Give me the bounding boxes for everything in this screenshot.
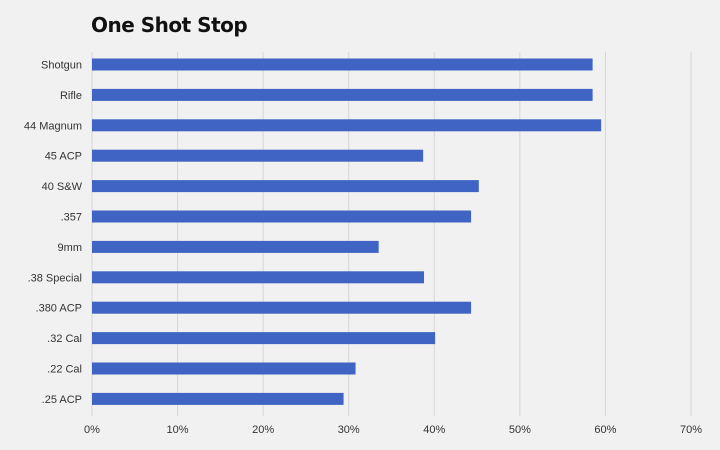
category-label: .25 ACP [42,394,82,406]
grid-lines [91,52,692,416]
x-tick-label: 60% [594,424,616,436]
bar [92,119,602,132]
bar [92,88,593,101]
category-label: .22 Cal [47,364,82,376]
bar [92,271,425,284]
category-label: .38 Special [28,272,82,284]
x-tick-label: 0% [84,424,100,436]
category-label: 40 S&W [42,181,83,193]
category-label: 44 Magnum [24,120,82,132]
bar [92,149,424,162]
bars [92,58,602,405]
bar [92,240,379,253]
category-label: Rifle [60,90,82,102]
category-label: 9mm [58,242,82,254]
bar [92,392,344,405]
bar [92,332,436,345]
bar [92,362,356,375]
x-tick-label: 40% [423,424,445,436]
category-label: Shotgun [41,60,82,72]
category-labels: Shotgun Rifle 44 Magnum 45 ACP 40 S&W .357 9mm… [24,60,83,406]
x-tick-label: 50% [509,424,531,436]
x-tick-labels: 0% 10% 20% 30% 40% 50% 60% 70% [84,424,702,436]
category-label: .380 ACP [36,303,82,315]
bar [92,210,472,223]
x-tick-label: 70% [680,424,702,436]
x-tick-label: 20% [252,424,274,436]
category-label: .32 Cal [47,333,82,345]
category-label: 45 ACP [45,151,82,163]
chart-title: One Shot Stop [91,13,248,37]
bar [92,180,479,193]
bar [92,301,472,314]
category-label: .357 [61,212,82,224]
bar [92,58,593,71]
x-tick-label: 10% [167,424,189,436]
x-tick-label: 30% [338,424,360,436]
